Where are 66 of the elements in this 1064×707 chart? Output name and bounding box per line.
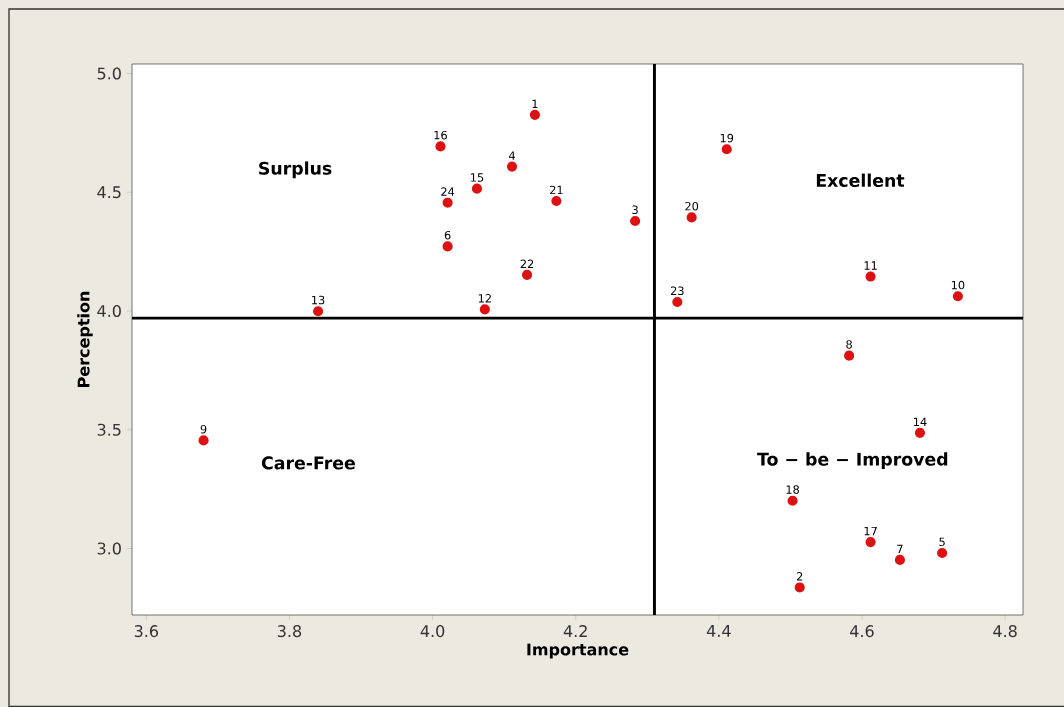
point: [894, 554, 905, 565]
annotation: Excellent: [816, 173, 905, 187]
point: [506, 161, 518, 172]
annotation: 16: [434, 130, 447, 140]
y-tick-label: 4.5: [97, 186, 121, 199]
point: [914, 427, 926, 438]
annotation: 11: [864, 261, 877, 270]
point: [521, 269, 533, 280]
point: [471, 183, 483, 194]
annotation: 9: [200, 424, 207, 434]
annotation: 15: [471, 173, 484, 182]
x-tick-label: 4.4: [706, 625, 731, 637]
point: [672, 296, 683, 308]
point: [442, 241, 453, 252]
x-tick-label: 4.6: [850, 625, 874, 638]
point: [787, 495, 798, 506]
x-tick-label: 3.8: [277, 625, 302, 638]
annotation: 10: [951, 280, 965, 290]
annotation: Care-Free: [261, 456, 355, 470]
point: [630, 215, 641, 227]
point: [479, 304, 490, 315]
point: [794, 582, 805, 593]
y-tick-label: 3.0: [97, 542, 121, 555]
point: [937, 547, 948, 559]
point: [686, 212, 697, 223]
annotation: 12: [478, 293, 491, 303]
annotation: Surplus: [259, 161, 332, 179]
point: [529, 109, 540, 120]
annotation: 6: [444, 230, 451, 240]
point: [551, 195, 562, 207]
annotation: 13: [312, 295, 325, 305]
point: [952, 291, 963, 302]
annotation: 2: [796, 572, 803, 581]
x-tick-label: 4.2: [563, 625, 587, 637]
point: [721, 144, 732, 155]
annotation: 7: [897, 544, 903, 553]
y-tick-label: 5.0: [97, 67, 121, 80]
x-tick-label: 4.8: [993, 625, 1017, 638]
annotation: 20: [685, 201, 699, 211]
point: [313, 306, 324, 317]
y-tick-label: 3.5: [97, 423, 121, 436]
y-axis-title: Perception: [77, 291, 93, 387]
annotation: 5: [939, 537, 945, 547]
annotation: 17: [864, 526, 877, 536]
annotation: 1: [532, 99, 538, 108]
annotation: 23: [670, 286, 684, 296]
x-axis-title: Importance: [527, 643, 629, 659]
annotation: 14: [914, 417, 927, 426]
point: [865, 537, 876, 548]
annotation: 18: [786, 485, 799, 494]
annotation: To − be − Improved: [757, 452, 948, 470]
x-tick-label: 4.0: [420, 625, 445, 638]
point: [198, 435, 209, 446]
annotation: 8: [846, 340, 852, 349]
annotation: 4: [508, 151, 515, 160]
point: [442, 197, 453, 208]
annotation: 21: [550, 185, 563, 195]
annotation: 24: [441, 187, 455, 196]
y-tick-label: 4.0: [97, 304, 121, 318]
point: [435, 141, 446, 152]
annotation: 3: [632, 205, 638, 215]
x-tick-label: 3.6: [134, 625, 159, 638]
point: [844, 350, 855, 361]
annotation: 22: [520, 259, 534, 268]
annotation: 19: [720, 133, 734, 143]
point: [865, 271, 876, 282]
